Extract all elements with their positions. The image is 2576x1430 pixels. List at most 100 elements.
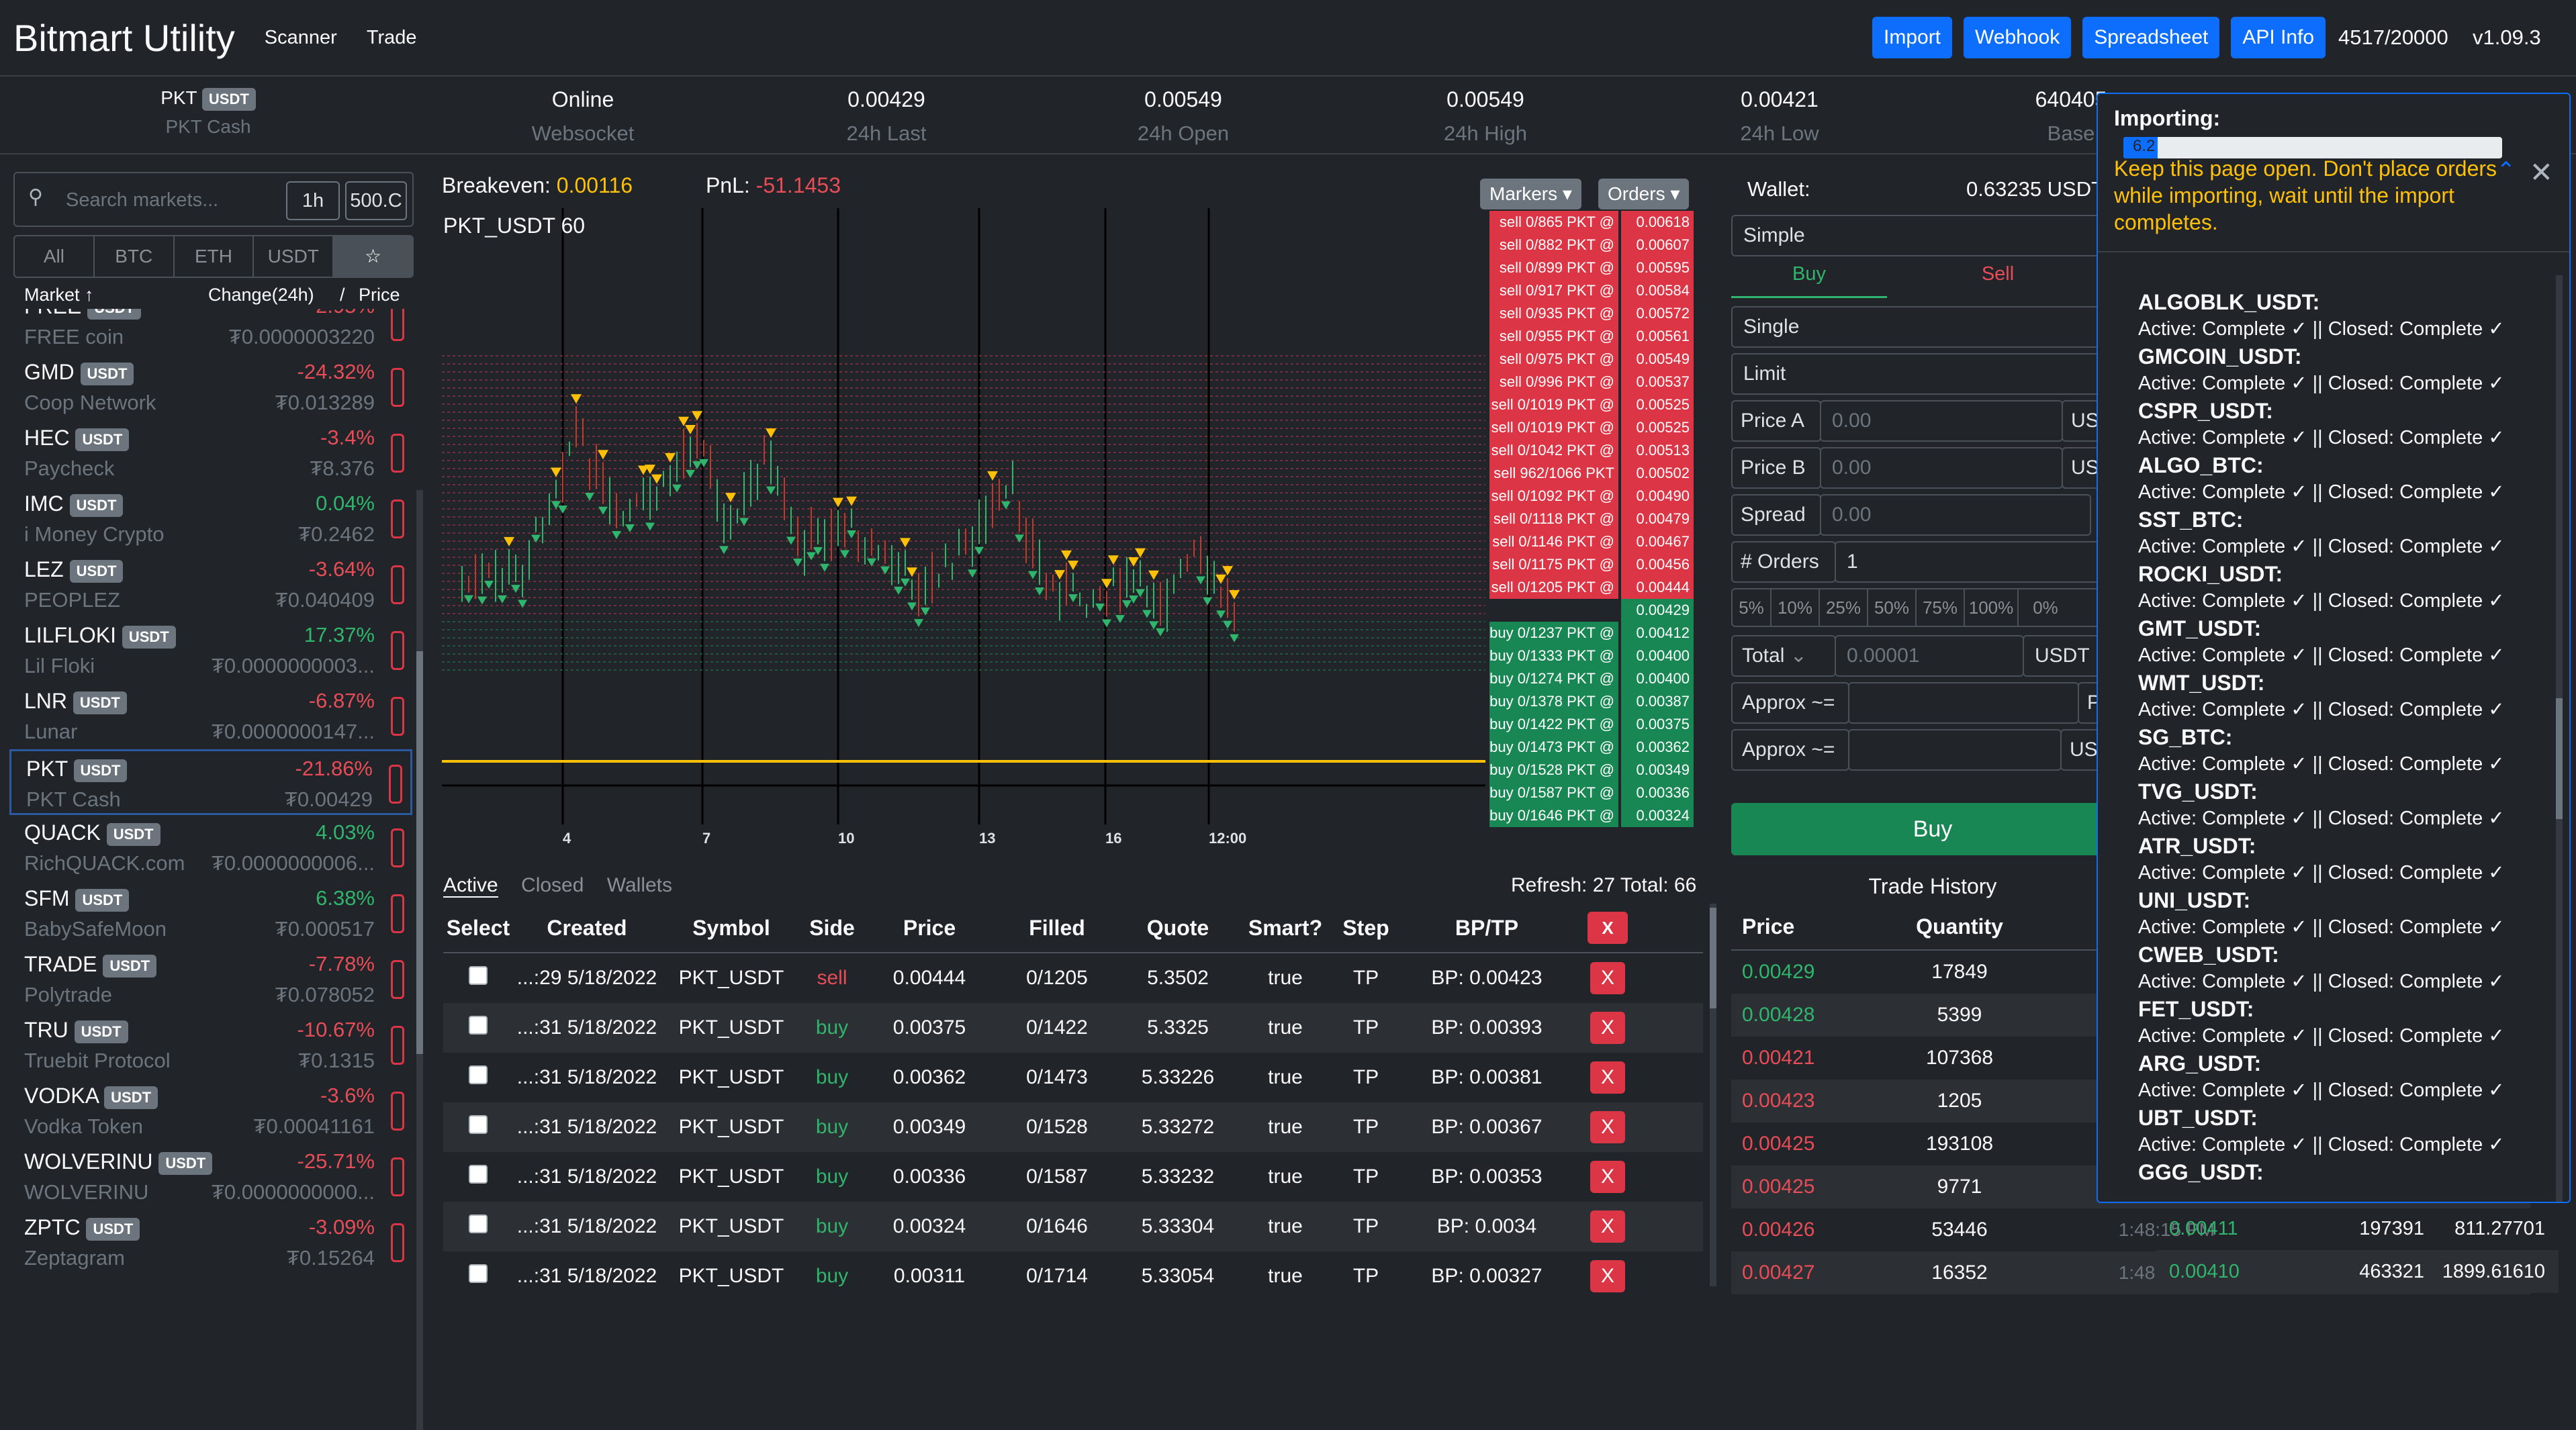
filter-btc[interactable]: BTC [95,236,175,277]
sort-price[interactable]: Price [359,285,400,305]
orders-count-input[interactable]: 1 [1835,541,2107,583]
market-row-quack[interactable]: QUACK USDT RichQUACK.com 4.03% ₮0.000000… [9,815,412,881]
market-row-trade[interactable]: TRADE USDT Polytrade -7.78% ₮0.078052 [9,947,412,1012]
favorite-toggle[interactable] [391,960,404,999]
order-level-buy[interactable]: buy 0/1378 PKT @0.00387 [1489,690,1695,713]
order-level-mid[interactable]: 0.00429 [1489,599,1695,622]
pct-100[interactable]: 100% [1965,589,2019,626]
nav-link-trade[interactable]: Trade [366,26,417,48]
tab-wallets[interactable]: Wallets [606,874,673,896]
market-search[interactable]: ⚲ Search markets... 1h 500.C [13,172,414,227]
market-row-pkt[interactable]: PKT USDT PKT Cash -21.86% ₮0.00429 [9,749,412,815]
pct-50[interactable]: 50% [1868,589,1917,626]
tab-closed[interactable]: Closed [521,874,584,896]
pct-10[interactable]: 10% [1772,589,1820,626]
market-row-imc[interactable]: IMC USDT i Money Crypto 0.04% ₮0.2462 [9,486,412,552]
market-row-zptc[interactable]: ZPTC USDT Zeptagram -3.09% ₮0.15264 [9,1210,412,1276]
sort-change[interactable]: Change(24h) [208,285,314,305]
approx-input-2[interactable] [1848,729,2062,771]
webhook-button[interactable]: Webhook [1964,17,2072,58]
favorite-toggle[interactable] [391,309,404,341]
pct-75[interactable]: 75% [1917,589,1965,626]
order-level-buy[interactable]: buy 0/1587 PKT @0.00336 [1489,781,1695,804]
row-select-checkbox[interactable] [469,1264,488,1283]
cancel-order-button[interactable]: X [1590,1210,1625,1243]
favorite-toggle[interactable] [391,1026,404,1065]
order-level-sell[interactable]: sell 0/865 PKT @0.00618 [1489,211,1695,234]
sell-tab[interactable]: Sell [1981,263,2015,285]
cancel-order-button[interactable]: X [1590,1061,1625,1094]
pct-25[interactable]: 25% [1820,589,1868,626]
cancel-order-button[interactable]: X [1590,1161,1625,1193]
order-level-sell[interactable]: sell 0/917 PKT @0.00584 [1489,279,1695,302]
row-select-checkbox[interactable] [469,1065,488,1084]
close-icon[interactable]: ✕ [2529,156,2553,188]
favorite-toggle[interactable] [391,1092,404,1131]
row-select-checkbox[interactable] [469,1214,488,1233]
order-level-sell[interactable]: sell 0/1019 PKT @0.00525 [1489,416,1695,439]
favorite-toggle[interactable] [391,368,404,407]
row-select-checkbox[interactable] [469,1165,488,1184]
order-type-select[interactable]: Limit [1731,353,2107,395]
total-input[interactable]: 0.00001 [1835,635,2024,677]
order-level-sell[interactable]: sell 0/996 PKT @0.00537 [1489,371,1695,393]
chart-canvas[interactable] [442,208,1485,824]
market-row-vodka[interactable]: VODKA USDT Vodka Token -3.6% ₮0.00041161 [9,1078,412,1144]
chevron-up-icon[interactable]: ⌃ [2496,158,2516,183]
order-level-buy[interactable]: buy 0/1333 PKT @0.00400 [1489,645,1695,667]
sort-market[interactable]: Market ↑ [24,285,94,305]
mode-select[interactable]: Simple [1731,215,2107,256]
order-level-buy[interactable]: buy 0/1646 PKT @0.00324 [1489,804,1695,827]
market-row-lnr[interactable]: LNR USDT Lunar -6.87% ₮0.0000000147... [9,683,412,749]
order-level-buy[interactable]: buy 0/1473 PKT @0.00362 [1489,736,1695,759]
market-list-scrollbar[interactable] [416,490,423,1430]
buy-submit-button[interactable]: Buy [1731,803,2134,855]
favorite-toggle[interactable] [391,631,404,670]
favorite-toggle[interactable] [391,434,404,473]
order-level-sell[interactable]: sell 0/1019 PKT @0.00525 [1489,393,1695,416]
order-level-sell[interactable]: sell 0/882 PKT @0.00607 [1489,234,1695,256]
tab-active[interactable]: Active [443,874,498,898]
row-select-checkbox[interactable] [469,966,488,985]
order-level-sell[interactable]: sell 0/1092 PKT @0.00490 [1489,485,1695,508]
pct-0[interactable]: 0% [2033,598,2058,618]
order-level-sell[interactable]: sell 0/1175 PKT @0.00456 [1489,553,1695,576]
order-level-sell[interactable]: sell 962/1066 PKT @0.00502 [1489,462,1695,504]
toast-scrollbar[interactable] [2556,275,2563,1202]
filter-favorites-star-icon[interactable]: ☆ [334,236,412,277]
total-select[interactable]: Total ⌄ [1731,635,1836,677]
market-row-lez[interactable]: LEZ USDT PEOPLEZ -3.64% ₮0.040409 [9,552,412,618]
buy-tab[interactable]: Buy [1731,263,1887,298]
order-level-sell[interactable]: sell 0/975 PKT @0.00549 [1489,348,1695,371]
nav-link-scanner[interactable]: Scanner [264,26,337,48]
order-level-sell[interactable]: sell 0/899 PKT @0.00595 [1489,256,1695,279]
price-b-input[interactable]: 0.00 [1820,447,2063,489]
volume-filter[interactable]: 500.C [345,181,407,220]
orders-scrollbar[interactable] [1710,904,1716,1286]
market-row-hec[interactable]: HEC USDT Paycheck -3.4% ₮8.376 [9,420,412,486]
market-row-tru[interactable]: TRU USDT Truebit Protocol -10.67% ₮0.131… [9,1012,412,1078]
interval-select[interactable]: 1h [286,181,340,220]
favorite-toggle[interactable] [391,894,404,933]
spread-input[interactable]: 0.00 [1820,494,2091,536]
filter-usdt[interactable]: USDT [254,236,334,277]
market-row-wolverinu[interactable]: WOLVERINU USDT WOLVERINU -25.71% ₮0.0000… [9,1144,412,1210]
approx-input-1[interactable] [1848,682,2079,724]
market-row-lilfloki[interactable]: LILFLOKI USDT Lil Floki 17.37% ₮0.000000… [9,618,412,683]
order-level-sell[interactable]: sell 0/935 PKT @0.00572 [1489,302,1695,325]
cancel-order-button[interactable]: X [1590,962,1625,994]
cancel-all-dropdown[interactable]: X [1574,912,1641,944]
favorite-toggle[interactable] [391,565,404,604]
cancel-order-button[interactable]: X [1590,1260,1625,1292]
filter-all[interactable]: All [15,236,95,277]
cancel-order-button[interactable]: X [1590,1111,1625,1143]
brand-title[interactable]: Bitmart Utility [13,16,235,59]
row-select-checkbox[interactable] [469,1016,488,1035]
api-info-button[interactable]: API Info [2231,17,2326,58]
order-level-buy[interactable]: buy 0/1528 PKT @0.00349 [1489,759,1695,781]
favorite-toggle[interactable] [391,828,404,867]
order-level-buy[interactable]: buy 0/1422 PKT @0.00375 [1489,713,1695,736]
cancel-order-button[interactable]: X [1590,1012,1625,1044]
favorite-toggle[interactable] [391,499,404,538]
favorite-toggle[interactable] [391,1157,404,1196]
